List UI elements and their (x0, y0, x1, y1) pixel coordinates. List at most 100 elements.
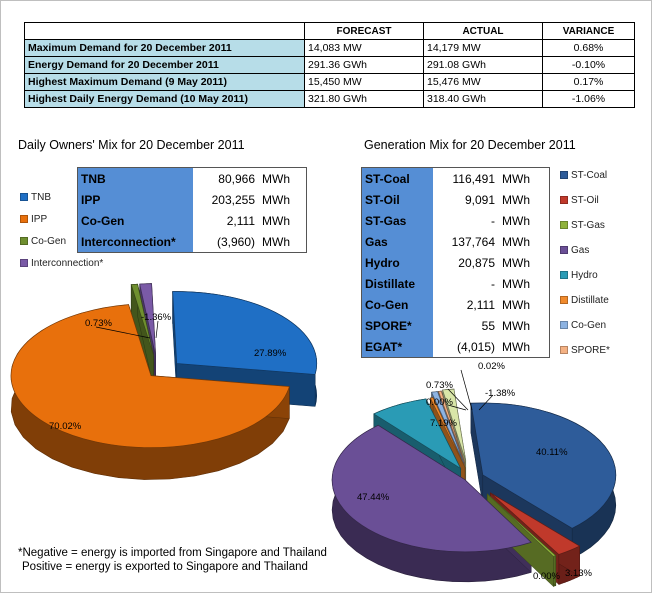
row-label: Highest Daily Energy Demand (10 May 2011… (24, 90, 305, 108)
mix-unit: MWh (502, 339, 530, 354)
mix-name: Co-Gen (362, 294, 433, 315)
legend-label: ST-Oil (571, 195, 599, 206)
generation-chart-title: Generation Mix for 20 December 2011 (364, 138, 576, 152)
mix-unit: MWh (502, 234, 530, 249)
mix-value: 137,764 (451, 234, 495, 249)
pie-label-gas: 47.44% (357, 492, 390, 503)
mix-unit: MWh (502, 276, 530, 291)
legend-label: SPORE* (571, 345, 610, 356)
table-row: Highest Daily Energy Demand (10 May 2011… (24, 90, 635, 108)
legend-item-hydro: Hydro (560, 270, 598, 281)
generation-mix-table: ST-Coal 116,491 MWh ST-Oil 9,091 MWh ST-Gas -… (361, 167, 550, 358)
mix-value: 2,111 (226, 213, 255, 228)
mix-row: Gas 137,764 MWh (362, 231, 549, 252)
row-label: Energy Demand for 20 December 2011 (24, 56, 305, 74)
mix-row: SPORE* 55 MWh (362, 315, 549, 336)
legend-item-cogen: Co-Gen (560, 320, 606, 331)
mix-row: EGAT* (4,015) MWh (362, 336, 549, 357)
pie-slice-st-gas (486, 493, 557, 557)
mix-unit: MWh (262, 171, 290, 186)
legend-label: Hydro (571, 270, 598, 281)
mix-name: SPORE* (362, 315, 433, 336)
pie-label-spore: 0.02% (478, 361, 505, 372)
legend-swatch (560, 271, 568, 280)
leader-line (460, 369, 473, 411)
legend-swatch (560, 196, 568, 205)
pie-slice-ipp (10, 304, 290, 448)
legend-item-spore: SPORE* (560, 345, 610, 356)
mix-name: Co-Gen (78, 210, 193, 231)
leader-line (155, 320, 159, 339)
legend-label: ST-Gas (571, 220, 605, 231)
pie-label-ipp: 70.02% (49, 421, 82, 432)
mix-value: 20,875 (458, 255, 495, 270)
footnote: *Negative = energy is imported from Sing… (18, 546, 327, 574)
legend-label: IPP (31, 214, 48, 225)
leader-line (447, 388, 469, 411)
mix-name: Interconnection* (78, 231, 193, 252)
pie-slice-st-oil (490, 492, 581, 555)
owners-mix-table: TNB 80,966 MWh IPP 203,255 MWh Co-Gen 2,111 MW… (77, 167, 307, 253)
legend-swatch (20, 215, 28, 224)
row-variance: -1.06% (542, 90, 635, 108)
row-variance: -0.10% (542, 56, 635, 74)
legend-label: TNB (31, 192, 51, 203)
row-forecast: 321.80 GWh (304, 90, 424, 108)
pie-slice-hydro (373, 398, 462, 470)
mix-row: Co-Gen 2,111 MWh (78, 210, 306, 231)
legend-swatch (560, 246, 568, 255)
mix-unit: MWh (262, 213, 290, 228)
footnote-line-2: Positive = energy is exported to Singapo… (22, 561, 308, 573)
legend-label: Co-Gen (571, 320, 607, 331)
mix-value: 80,966 (218, 171, 255, 186)
mix-row: Hydro 20,875 MWh (362, 252, 549, 273)
mix-row: ST-Coal 116,491 MWh (362, 168, 549, 189)
mix-name: EGAT* (362, 336, 433, 357)
legend-label: Gas (571, 245, 590, 256)
pie-slice-distillate (429, 397, 466, 468)
mix-row: ST-Gas - MWh (362, 210, 549, 231)
legend-swatch (20, 193, 28, 202)
legend-label: Distillate (571, 295, 609, 306)
mix-unit: MWh (502, 192, 530, 207)
mix-name: IPP (78, 189, 193, 210)
pie-slice-st-coal (470, 402, 617, 529)
legend-item-ipp: IPP (20, 214, 47, 225)
legend-swatch (20, 237, 28, 246)
mix-unit: MWh (502, 213, 530, 228)
leader-line (447, 404, 467, 411)
mix-unit: MWh (262, 192, 290, 207)
legend-item-cogen: Co-Gen (20, 236, 66, 247)
legend-swatch (560, 171, 568, 180)
mix-name: ST-Gas (362, 210, 433, 231)
mix-unit: MWh (502, 255, 530, 270)
pie-slice-gas (331, 424, 532, 553)
pie-label-tnb: 27.89% (254, 348, 287, 359)
legend-label: Co-Gen (31, 236, 67, 247)
pie-label-hydro: 7.19% (430, 418, 457, 429)
generation-pie (331, 388, 617, 588)
mix-value: (4,015) (456, 339, 495, 354)
pie-slice-interconnection (139, 283, 157, 356)
row-actual: 291.08 GWh (423, 56, 543, 74)
pie-label-cogen: 0.73% (85, 318, 112, 329)
mix-name: TNB (78, 168, 193, 189)
pie-slice-co-gen (431, 391, 464, 463)
mix-value: 116,491 (452, 171, 496, 186)
mix-name: Distillate (362, 273, 433, 294)
pie-label-cogen: 0.73% (426, 380, 453, 391)
legend-label: ST-Coal (571, 170, 608, 181)
pie-label-st-gas: 0.00% (533, 571, 560, 582)
forecast-table: FORECAST ACTUAL VARIANCE Maximum Demand … (24, 22, 635, 108)
row-actual: 15,476 MW (423, 73, 543, 91)
mix-unit: MWh (262, 234, 290, 249)
row-label: Maximum Demand for 20 December 2011 (24, 39, 305, 57)
legend-label: Interconnection* (31, 258, 104, 269)
mix-name: Gas (362, 231, 433, 252)
legend-item-st-oil: ST-Oil (560, 195, 599, 206)
legend-swatch (560, 321, 568, 330)
mix-value: 2,111 (466, 297, 495, 312)
legend-swatch (560, 346, 568, 355)
legend-item-st-coal: ST-Coal (560, 170, 607, 181)
